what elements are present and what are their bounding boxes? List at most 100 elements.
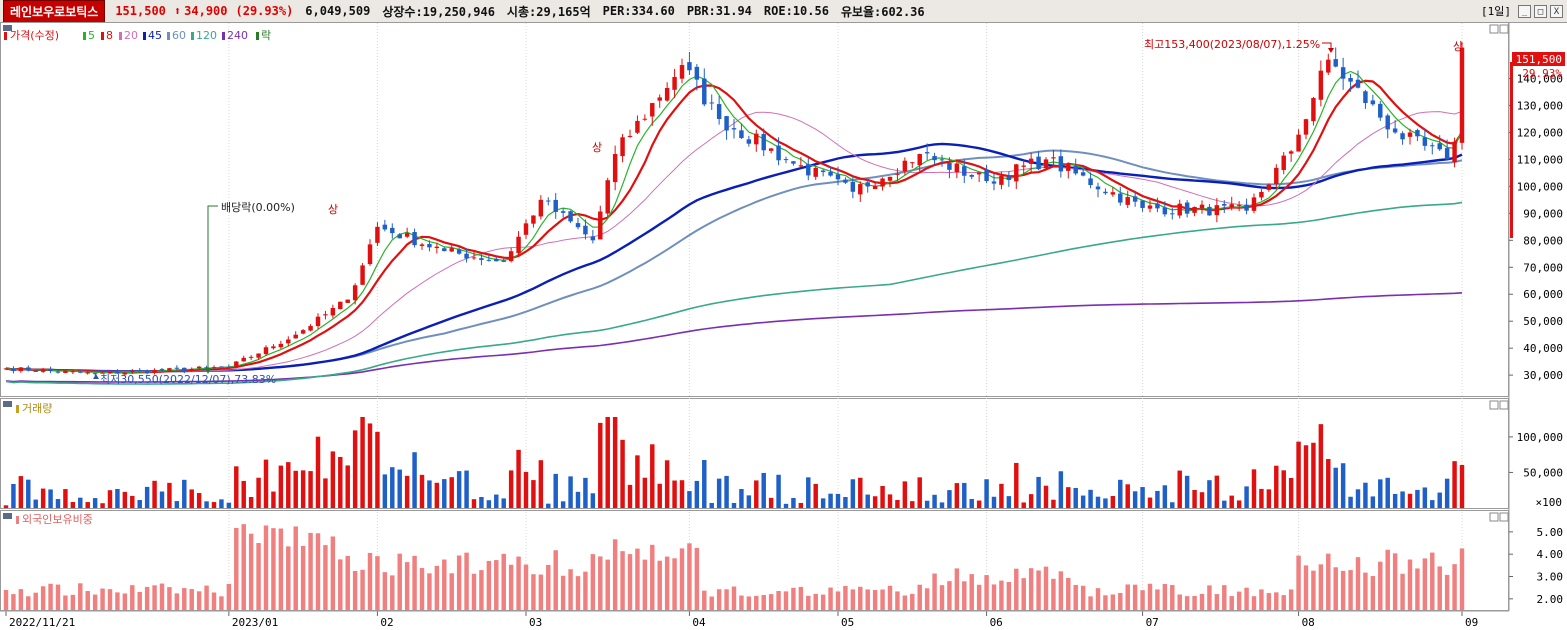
candle-body xyxy=(1125,197,1130,205)
candle-body xyxy=(241,357,246,362)
foreign-ratio-bar xyxy=(1370,576,1376,610)
volume-bar xyxy=(1043,485,1049,508)
stock-info-bar: 레인보우로보틱스 151,500 ⬆ 34,900 (29.93%) 6,049… xyxy=(0,0,1567,23)
candle-body xyxy=(449,248,454,252)
candle-body xyxy=(1155,203,1160,209)
foreign-ratio-bar xyxy=(11,594,16,610)
candle-body xyxy=(1147,205,1153,209)
foreign-ratio-bar xyxy=(976,584,982,610)
ma8-swatch xyxy=(101,32,104,40)
foreign-ratio-bar xyxy=(55,584,61,610)
price-y-tick-label: 80,000 xyxy=(1523,234,1563,247)
close-button[interactable]: X xyxy=(1550,4,1563,18)
volume-legend-label: 거래량 xyxy=(22,402,52,415)
candle-body xyxy=(508,251,514,262)
candle-body xyxy=(1370,100,1376,105)
candle-body xyxy=(702,78,707,105)
current-price-tag: 151,500 29.93% xyxy=(1510,52,1565,238)
x-axis-ticks: 2022/11/21 2023/01 02 03 04 05 06 07 08 09 xyxy=(0,610,1509,629)
foreign-panel-close-button[interactable] xyxy=(1499,512,1509,522)
foreign-ratio-bar xyxy=(1303,565,1309,610)
foreign-ratio-bar xyxy=(568,569,573,610)
foreign-ratio-bar xyxy=(1244,587,1249,610)
volume-bar xyxy=(1274,465,1279,508)
foreign-ratio-bar xyxy=(902,595,908,610)
candle-body xyxy=(204,367,209,369)
candle-body xyxy=(382,224,388,230)
foreign-ratio-bar xyxy=(546,564,551,610)
foreign-ratio-bar xyxy=(1214,594,1220,610)
volume-bar xyxy=(1236,500,1242,508)
volume-bar xyxy=(338,456,343,508)
ma20-label: 20 xyxy=(124,29,138,42)
volume-bar xyxy=(650,444,655,508)
foreign-ratio-bar xyxy=(182,588,187,610)
foreign-panel-menu-icon[interactable] xyxy=(3,513,12,519)
volume-bar xyxy=(323,478,328,508)
volume-bar xyxy=(820,498,826,508)
foreign-ratio-bar xyxy=(1110,594,1116,610)
foreign-ratio-bar xyxy=(635,548,640,610)
volume-bar xyxy=(464,470,469,508)
candle-body xyxy=(300,330,306,334)
volume-bar xyxy=(1392,493,1398,508)
up-arrow-icon: ⬆ xyxy=(173,4,182,18)
foreign-ratio-bar xyxy=(835,591,841,610)
candle-body xyxy=(1251,197,1257,211)
price-panel-min-button[interactable] xyxy=(1489,24,1499,34)
x-tick-label: 02 xyxy=(380,616,393,629)
volume-bar xyxy=(1073,487,1078,508)
foreign-ratio-bar xyxy=(1207,585,1212,610)
candle-body xyxy=(932,156,937,161)
candle-body xyxy=(1415,130,1420,137)
foreign-ratio-bar xyxy=(538,574,544,610)
foreign-ratio-bar xyxy=(1014,568,1019,610)
minimize-button[interactable]: _ xyxy=(1518,4,1531,18)
volume-panel-min-button[interactable] xyxy=(1489,400,1499,410)
volume-bar xyxy=(627,484,633,508)
foreign-ratio-bar xyxy=(367,552,373,610)
period-selector[interactable]: [1일] xyxy=(1481,5,1511,18)
volume-bar xyxy=(709,502,714,508)
foreign-ratio-bar xyxy=(880,589,885,610)
candle-body xyxy=(776,145,781,161)
ma60-swatch xyxy=(167,32,170,40)
foreign-ratio-bar xyxy=(932,573,937,610)
candle-body xyxy=(360,265,365,285)
volume-bar xyxy=(256,477,261,508)
volume-bar xyxy=(754,480,759,508)
volume-bar xyxy=(167,482,172,508)
stock-chart[interactable]: 30,000 40,000 50,000 60,000 70,000 80,000 90,0… xyxy=(0,22,1567,630)
volume-legend-swatch xyxy=(16,405,19,413)
volume-bar xyxy=(1311,442,1316,508)
volume-bar xyxy=(1014,462,1019,508)
candle-body xyxy=(635,120,640,133)
maximize-button[interactable]: □ xyxy=(1534,4,1547,18)
volume-panel-close-button[interactable] xyxy=(1499,400,1509,410)
foreign-panel-min-button[interactable] xyxy=(1489,512,1499,522)
volume-bar xyxy=(1430,500,1435,508)
candle-body xyxy=(546,200,551,202)
foreign-ratio-bar xyxy=(122,593,128,610)
ma240-label: 240 xyxy=(227,29,248,42)
foreign-ratio-bar xyxy=(345,555,350,610)
candle-body xyxy=(189,368,194,371)
foreign-ratio-bar xyxy=(1184,596,1190,610)
price-panel-close-button[interactable] xyxy=(1499,24,1509,34)
price-y-tick-label: 50,000 xyxy=(1523,315,1563,328)
candle-body xyxy=(1378,103,1383,118)
x-tick-label: 05 xyxy=(841,616,854,629)
volume-bar xyxy=(107,490,113,508)
stock-name[interactable]: 레인보우로보틱스 xyxy=(3,0,106,23)
foreign-ratio-bar xyxy=(1430,552,1435,610)
panel-menu-icon[interactable] xyxy=(3,25,12,31)
foreign-ratio-bar xyxy=(1251,596,1257,610)
volume-bar xyxy=(286,462,291,508)
volume-bar xyxy=(583,477,588,508)
foreign-ratio-bar xyxy=(575,576,581,610)
volume-panel-menu-icon[interactable] xyxy=(3,401,12,407)
candle-body xyxy=(1014,164,1019,182)
foreign-ratio-bar xyxy=(850,589,856,610)
candle-body xyxy=(1430,145,1435,147)
foreign-ratio-bar xyxy=(612,539,618,610)
